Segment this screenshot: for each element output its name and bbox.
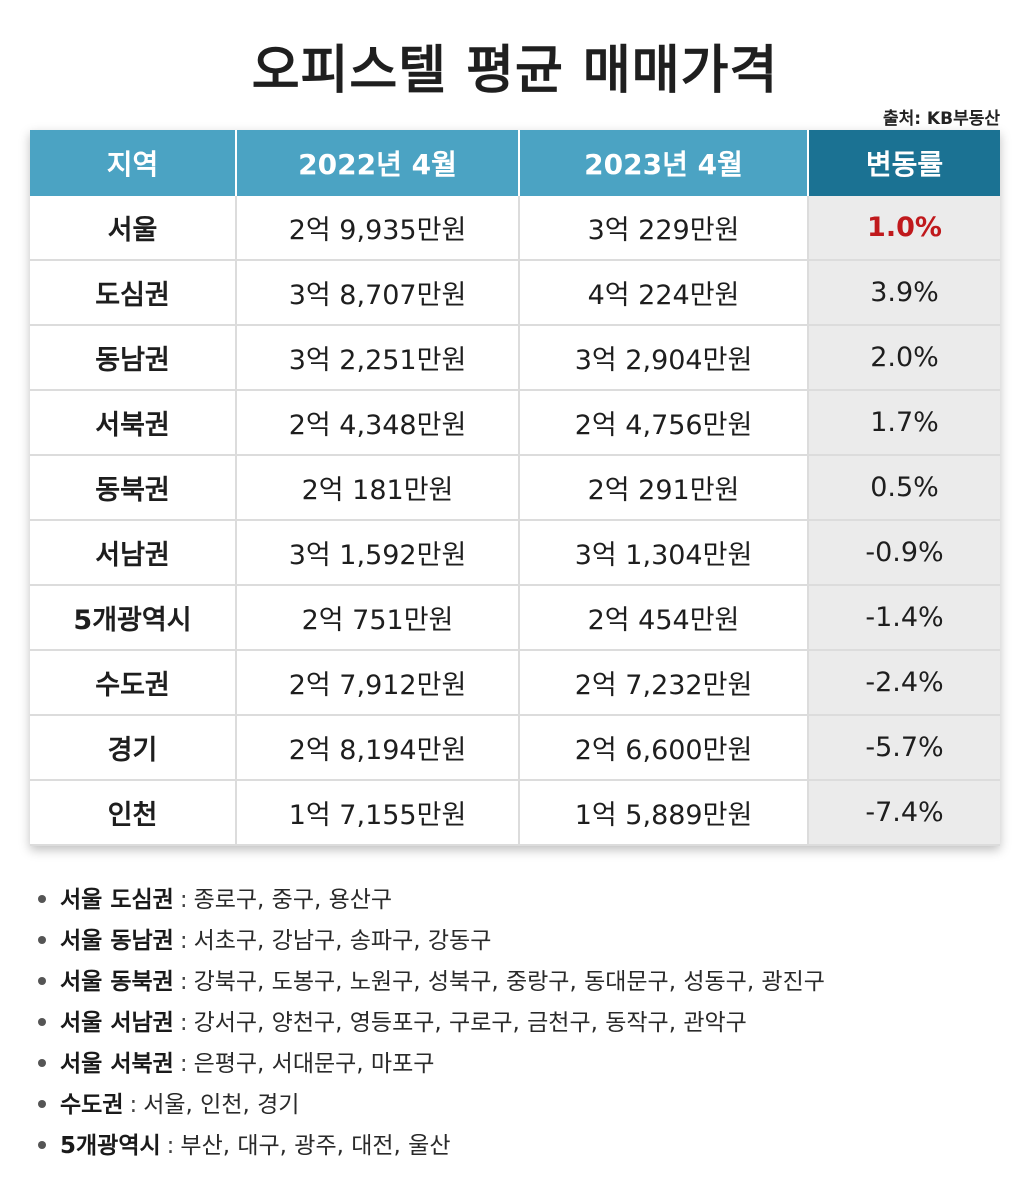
note-value: 서초구, 강남구, 송파구, 강동구 [193,928,492,954]
note-key: 서울 도심권 [60,887,174,913]
header-2023: 2023년 4월 [519,130,809,196]
note-key: 서울 서남권 [60,1010,174,1036]
cell-price-2022: 1억 7,155만원 [236,780,520,846]
cell-price-2023: 3억 1,304만원 [519,520,809,586]
cell-price-2022: 3억 2,251만원 [236,325,520,391]
table-row: 경기 2억 8,194만원 2억 6,600만원 -5.7% [30,715,1000,781]
bullet-icon [38,976,46,985]
table-row: 5개광역시 2억 751만원 2억 454만원 -1.4% [30,585,1000,651]
table-header-row: 지역 2022년 4월 2023년 4월 변동률 [30,130,1000,196]
table-row: 서울 2억 9,935만원 3억 229만원 1.0% [30,196,1000,261]
price-table: 지역 2022년 4월 2023년 4월 변동률 서울 2억 9,935만원 3… [30,130,1000,846]
table-row: 서북권 2억 4,348만원 2억 4,756만원 1.7% [30,390,1000,456]
cell-price-2023: 4억 224만원 [519,260,809,326]
list-item: 서울 동남권: 서초구, 강남구, 송파구, 강동구 [38,921,998,962]
cell-region: 5개광역시 [30,585,237,651]
note-value: 종로구, 중구, 용산구 [193,887,393,913]
bullet-icon [38,1058,46,1067]
cell-rate: -2.4% [808,650,1000,716]
table-row: 서남권 3억 1,592만원 3억 1,304만원 -0.9% [30,520,1000,586]
note-value: 강북구, 도봉구, 노원구, 성북구, 중랑구, 동대문구, 성동구, 광진구 [193,969,825,995]
header-2022: 2022년 4월 [236,130,520,196]
cell-price-2023: 2억 454만원 [519,585,809,651]
cell-price-2022: 2억 181만원 [236,455,520,521]
cell-region: 수도권 [30,650,237,716]
list-item: 수도권: 서울, 인천, 경기 [38,1085,998,1126]
table-row: 동남권 3억 2,251만원 3억 2,904만원 2.0% [30,325,1000,391]
cell-price-2023: 2억 291만원 [519,455,809,521]
cell-region: 도심권 [30,260,237,326]
note-key: 5개광역시 [60,1133,161,1159]
bullet-icon [38,935,46,944]
cell-price-2022: 2억 9,935만원 [236,196,520,261]
list-item: 서울 도심권: 종로구, 중구, 용산구 [38,880,998,921]
cell-rate: 0.5% [808,455,1000,521]
note-value: 서울, 인천, 경기 [143,1092,300,1118]
note-separator: : [179,928,188,954]
note-separator: : [179,887,188,913]
note-value: 은평구, 서대문구, 마포구 [193,1051,435,1077]
cell-rate: -5.7% [808,715,1000,781]
note-value: 강서구, 양천구, 영등포구, 구로구, 금천구, 동작구, 관악구 [193,1010,747,1036]
bullet-icon [38,1099,46,1108]
cell-price-2023: 3억 2,904만원 [519,325,809,391]
note-key: 서울 동북권 [60,969,174,995]
table-row: 인천 1억 7,155만원 1억 5,889만원 -7.4% [30,780,1000,846]
cell-price-2023: 2억 4,756만원 [519,390,809,456]
notes-list: 서울 도심권: 종로구, 중구, 용산구 서울 동남권: 서초구, 강남구, 송파구… [38,880,998,1167]
source-label: 출처: KB부동산 [882,109,1000,129]
bullet-icon [38,1017,46,1026]
list-item: 5개광역시: 부산, 대구, 광주, 대전, 울산 [38,1126,998,1167]
list-item: 서울 동북권: 강북구, 도봉구, 노원구, 성북구, 중랑구, 동대문구, 성동… [38,962,998,1003]
table-row: 동북권 2억 181만원 2억 291만원 0.5% [30,455,1000,521]
header-rate: 변동률 [808,130,1000,196]
cell-price-2022: 3억 8,707만원 [236,260,520,326]
cell-region: 서울 [30,196,237,261]
cell-price-2023: 2억 7,232만원 [519,650,809,716]
cell-region: 동북권 [30,455,237,521]
cell-region: 서북권 [30,390,237,456]
cell-region: 동남권 [30,325,237,391]
cell-rate: 1.7% [808,390,1000,456]
list-item: 서울 서남권: 강서구, 양천구, 영등포구, 구로구, 금천구, 동작구, 관악… [38,1003,998,1044]
table-row: 수도권 2억 7,912만원 2억 7,232만원 -2.4% [30,650,1000,716]
note-separator: : [179,1051,188,1077]
cell-rate: 3.9% [808,260,1000,326]
bullet-icon [38,1140,46,1149]
cell-rate: -1.4% [808,585,1000,651]
note-separator: : [166,1133,175,1159]
note-key: 서울 서북권 [60,1051,174,1077]
note-key: 수도권 [60,1092,124,1118]
note-separator: : [179,969,188,995]
list-item: 서울 서북권: 은평구, 서대문구, 마포구 [38,1044,998,1085]
note-separator: : [129,1092,138,1118]
cell-price-2023: 2억 6,600만원 [519,715,809,781]
note-key: 서울 동남권 [60,928,174,954]
price-table-grid: 지역 2022년 4월 2023년 4월 변동률 서울 2억 9,935만원 3… [30,130,1000,846]
cell-price-2022: 2억 7,912만원 [236,650,520,716]
note-separator: : [179,1010,188,1036]
note-value: 부산, 대구, 광주, 대전, 울산 [180,1133,451,1159]
cell-price-2023: 3억 229만원 [519,196,809,261]
cell-price-2022: 2억 4,348만원 [236,390,520,456]
cell-price-2022: 2억 751만원 [236,585,520,651]
cell-rate: 2.0% [808,325,1000,391]
cell-region: 경기 [30,715,237,781]
cell-rate: -7.4% [808,780,1000,846]
bullet-icon [38,894,46,903]
cell-price-2022: 3억 1,592만원 [236,520,520,586]
cell-region: 서남권 [30,520,237,586]
cell-price-2022: 2억 8,194만원 [236,715,520,781]
header-region: 지역 [30,130,237,196]
page-title: 오피스텔 평균 매매가격 [251,41,779,101]
table-row: 도심권 3억 8,707만원 4억 224만원 3.9% [30,260,1000,326]
cell-price-2023: 1억 5,889만원 [519,780,809,846]
cell-region: 인천 [30,780,237,846]
cell-rate-highlight: 1.0% [808,196,1000,261]
cell-rate: -0.9% [808,520,1000,586]
